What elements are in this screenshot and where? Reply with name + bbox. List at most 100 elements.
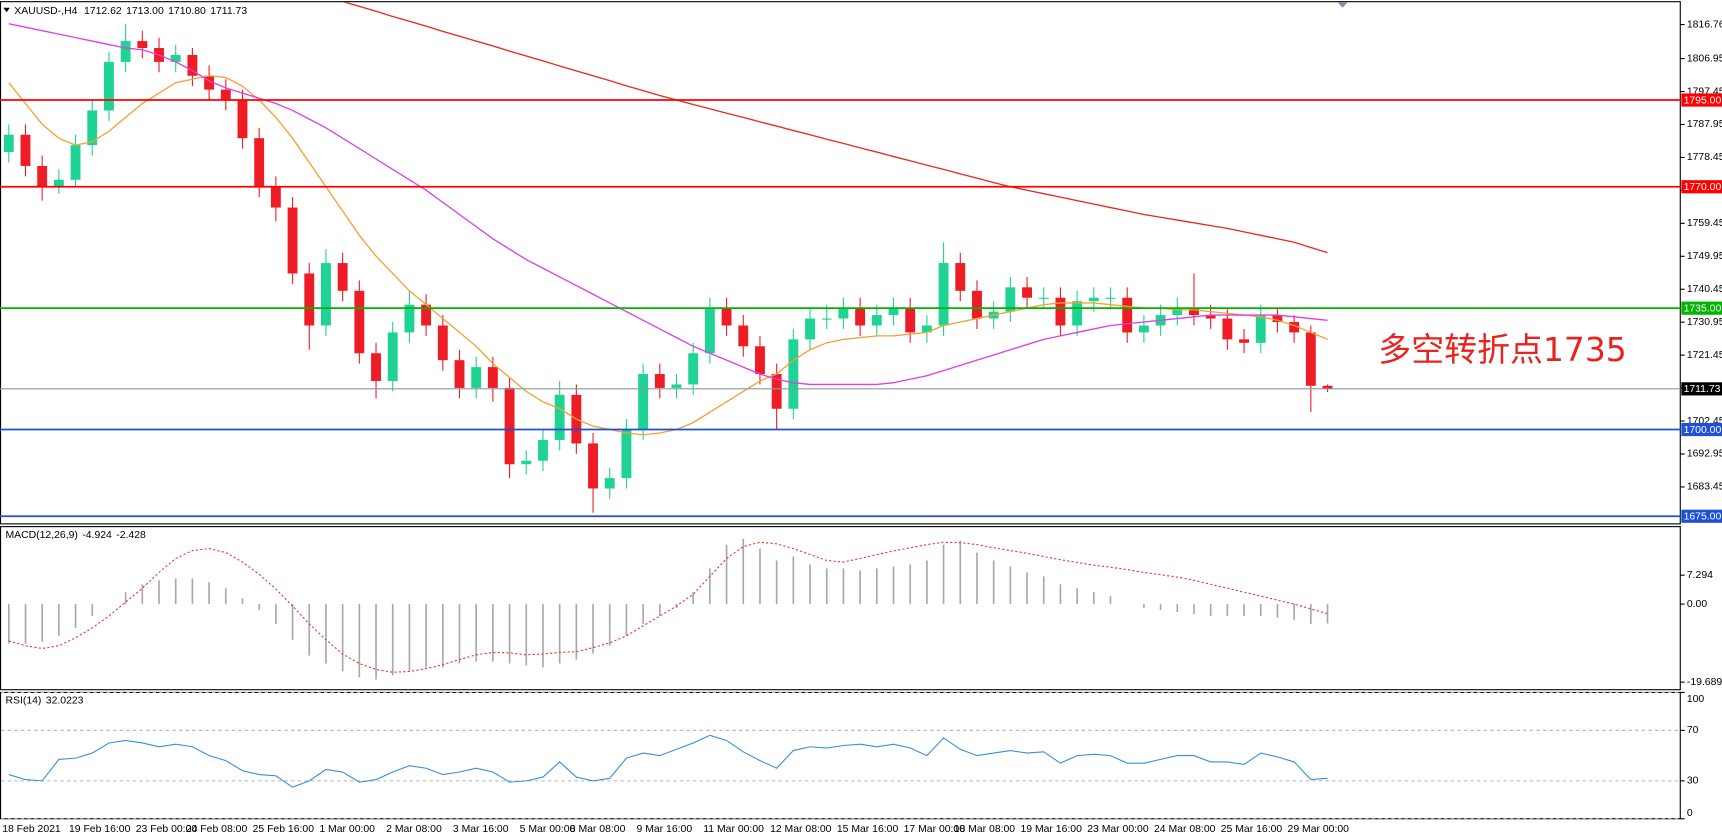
y-tick-label: 1721.45 <box>1687 350 1722 361</box>
candle-body <box>688 353 699 385</box>
price-label-box <box>1681 382 1722 396</box>
candle-body <box>1189 308 1199 316</box>
main-header: XAUUSD-,H4 1712.62 1713.00 1710.80 1711.73 <box>14 6 247 17</box>
candle-body <box>1105 297 1116 299</box>
candle-body <box>972 290 982 319</box>
y-tick-label: 1749.95 <box>1687 251 1722 262</box>
x-tick-label: 19 Mar 16:00 <box>1020 824 1082 835</box>
y-tick-label: 1730.95 <box>1687 317 1722 328</box>
candle-body <box>1022 287 1032 298</box>
macd-title: MACD(12,26,9) <box>5 530 77 541</box>
y-tick-label: 1692.95 <box>1687 449 1722 460</box>
candle-body <box>70 145 81 180</box>
level-label: 1795.00 <box>1684 95 1722 106</box>
candle-body <box>187 54 198 76</box>
level-label: 1700.00 <box>1684 425 1722 436</box>
moving-average <box>8 23 1328 386</box>
macd-header: MACD(12,26,9) -4.924 -2.428 <box>5 530 146 541</box>
candle-body <box>204 75 215 90</box>
x-tick-label: 3 Mar 16:00 <box>453 824 509 835</box>
x-tick-label: 29 Mar 00:00 <box>1288 824 1350 835</box>
rsi-header: RSI(14) 32.0223 <box>5 695 83 706</box>
x-tick-label: 12 Mar 08:00 <box>770 824 832 835</box>
level-label-box <box>1681 301 1722 315</box>
main-pane <box>0 1 1681 525</box>
candle-body <box>788 339 799 409</box>
candle-body <box>638 374 649 430</box>
candle-body <box>1222 318 1233 340</box>
candle-body <box>254 138 265 187</box>
candle-body <box>1255 315 1266 343</box>
candle-body <box>337 263 348 291</box>
candle-body <box>387 332 398 381</box>
x-tick-label: 11 Mar 00:00 <box>703 824 764 835</box>
candle-body <box>654 374 665 388</box>
shift-marker <box>1337 2 1348 8</box>
candle-body <box>721 308 732 326</box>
y-tick-label: 1806.95 <box>1687 53 1722 64</box>
candle-body <box>304 273 315 326</box>
candle-body <box>1005 287 1016 312</box>
y-tick-label: 30 <box>1687 776 1699 787</box>
x-tick-label: 5 Mar 00:00 <box>520 824 576 835</box>
x-tick-label: 25 Feb 16:00 <box>253 824 315 835</box>
candle-body <box>888 308 899 316</box>
level-label-box <box>1681 180 1722 194</box>
low-value: 1710.80 <box>168 6 206 17</box>
candle-body <box>671 384 682 388</box>
y-tick-label: 1787.95 <box>1687 119 1722 130</box>
candle-body <box>1305 332 1316 386</box>
candle-body <box>538 439 548 461</box>
candle-body <box>371 353 381 381</box>
candle-body <box>821 318 832 320</box>
symbol: XAUUSD-,H4 <box>14 6 77 17</box>
candle-body <box>871 315 882 326</box>
level-label-box <box>1681 509 1722 523</box>
candle-body <box>1055 297 1066 326</box>
x-tick-label: 1 Mar 00:00 <box>319 824 375 835</box>
candle-body <box>53 179 64 187</box>
high-value: 1713.00 <box>126 6 164 17</box>
candle-body <box>1322 385 1333 389</box>
level-label: 1675.00 <box>1684 512 1722 523</box>
candle-body <box>1088 297 1099 302</box>
level-label-box <box>1681 93 1722 107</box>
candle-body <box>120 41 131 62</box>
candle-body <box>621 429 632 479</box>
y-tick-label: 1759.45 <box>1687 218 1722 229</box>
signal-line <box>8 541 1328 673</box>
candle-body <box>1272 315 1283 323</box>
moving-average <box>342 2 1328 254</box>
candle-body <box>1122 297 1133 333</box>
candle-body <box>471 367 482 388</box>
x-tick-label: 24 Feb 08:00 <box>186 824 248 835</box>
y-tick-label: 70 <box>1687 725 1699 736</box>
candle-body <box>738 325 749 347</box>
candle-body <box>838 308 849 319</box>
candle-body <box>220 89 231 101</box>
candle-body <box>704 308 715 354</box>
candle-body <box>270 186 281 208</box>
candle-body <box>354 290 365 354</box>
candle-body <box>755 346 765 375</box>
macd-pane <box>0 526 1681 691</box>
candle-body <box>454 360 465 388</box>
x-tick-label: 19 Feb 16:00 <box>69 824 131 835</box>
price-label: 1711.73 <box>1684 384 1721 395</box>
y-tick-label: 1797.45 <box>1687 86 1722 97</box>
level-label: 1770.00 <box>1684 182 1722 193</box>
open-value: 1712.62 <box>84 6 122 17</box>
y-tick-label: 1683.45 <box>1687 482 1722 493</box>
x-tick-label: 23 Feb 00:00 <box>136 824 198 835</box>
menu-arrow[interactable] <box>3 7 10 13</box>
candle-body <box>521 460 532 465</box>
level-label-box <box>1681 422 1722 437</box>
y-tick-label: 1740.45 <box>1687 284 1722 295</box>
candle-body <box>1239 339 1249 343</box>
moving-averages <box>8 2 1328 436</box>
y-tick-label: 1816.76 <box>1687 19 1722 30</box>
candle-body <box>137 41 148 49</box>
x-tick-label: 25 Mar 16:00 <box>1221 824 1283 835</box>
candle-body <box>104 61 114 111</box>
